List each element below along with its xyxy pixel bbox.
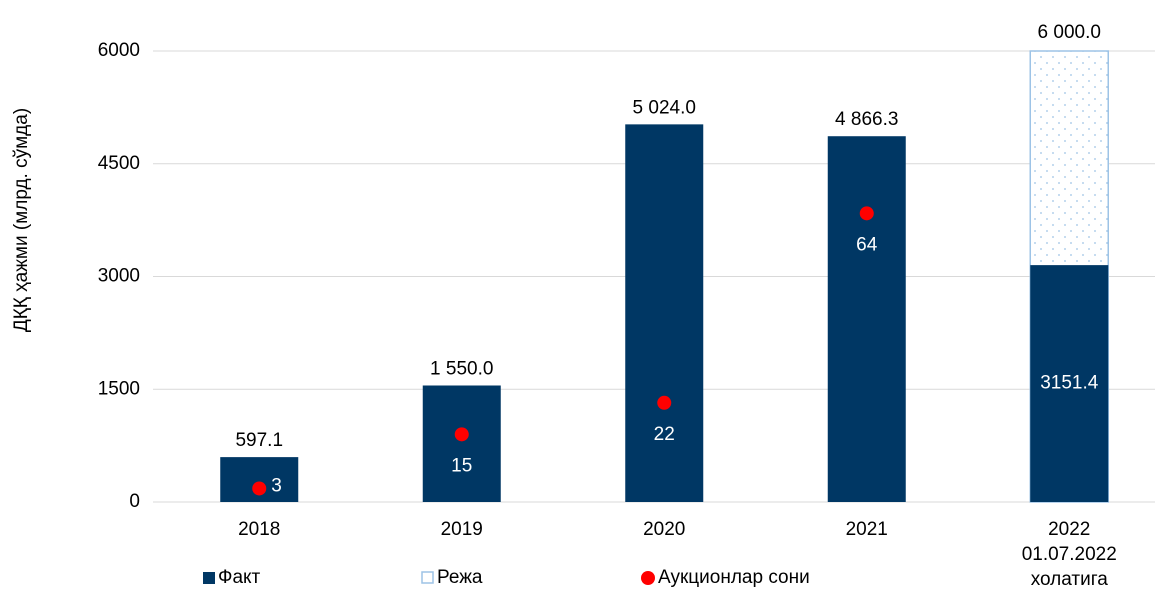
y-tick-label: 6000 [98,40,140,61]
fact-bar [625,124,704,502]
x-tick-label: 2018 [238,519,280,540]
y-tick-label: 1500 [98,378,140,399]
dot-label: 64 [856,234,878,255]
dot-label: 3 [271,475,282,496]
fact-bar [827,136,906,503]
dot-label: 22 [654,424,675,445]
auction-dot [657,395,672,410]
value-label: 3151.4 [1040,373,1099,394]
legend-label: Факт [218,567,261,588]
legend-marker [203,572,215,584]
legend-marker [641,571,655,585]
value-label: 5 024.0 [633,97,696,118]
value-label: 6 000.0 [1038,22,1101,43]
y-tick-label: 4500 [98,153,140,174]
x-tick-label: 2019 [441,519,483,540]
fact-bar [1030,265,1109,502]
value-label: 597.1 [235,430,283,451]
x-tick-label: 2020 [643,519,685,540]
y-tick-label: 0 [129,491,140,512]
legend-label: Аукционлар сони [658,567,810,588]
dot-label: 15 [451,455,472,476]
x-tick-label: 2021 [846,519,888,540]
fact-bar [422,385,501,502]
legend-marker [421,571,434,584]
auction-dot [454,427,469,442]
legend-label: Режа [437,567,483,588]
value-label: 1 550.0 [430,359,493,380]
y-axis-title: ДҚҚ ҳажми (млрд. сўмда) [11,108,32,332]
auction-dot [252,481,267,496]
auction-dot [859,206,874,221]
y-tick-label: 3000 [98,266,140,287]
value-label: 4 866.3 [835,109,898,130]
x-tick-label: 2022 01.07.2022 холатига [1022,519,1117,590]
